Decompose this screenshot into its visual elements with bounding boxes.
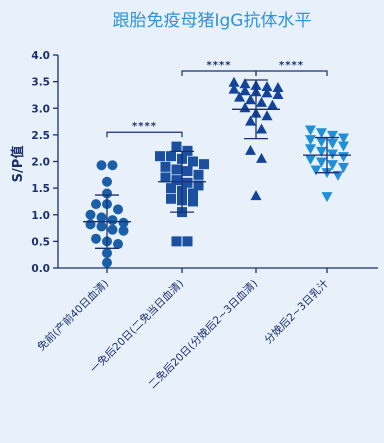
significance-bracket	[181, 70, 257, 76]
data-point	[267, 99, 278, 110]
data-point	[316, 146, 327, 157]
data-point	[338, 141, 349, 152]
data-point	[188, 196, 198, 207]
y-tick-label: 1.0	[31, 210, 50, 222]
data-point	[316, 157, 327, 168]
significance-label: ****	[132, 121, 157, 132]
data-point	[261, 87, 273, 98]
data-point	[305, 135, 316, 146]
data-point	[182, 236, 193, 247]
y-axis-label: S/P值	[10, 146, 26, 183]
data-point	[171, 175, 182, 186]
data-point	[245, 115, 256, 126]
data-point	[234, 91, 245, 102]
y-tick-label: 2.5	[31, 130, 50, 142]
x-tick-label: 免前(产前40日血清)	[35, 277, 111, 353]
data-point	[155, 151, 165, 162]
data-point	[327, 138, 338, 149]
data-point	[166, 151, 176, 162]
data-point	[321, 192, 333, 203]
data-point	[245, 144, 256, 155]
error-bars	[83, 79, 351, 249]
data-point	[310, 165, 322, 176]
data-point	[85, 209, 96, 220]
y-tick-label: 3.0	[31, 103, 50, 115]
data-point	[102, 257, 112, 268]
data-point	[193, 169, 204, 180]
significance-label: ****	[279, 60, 304, 71]
data-point	[85, 219, 96, 230]
data-point	[91, 199, 101, 210]
x-tick-labels: 免前(产前40日血清)一免后20日(二免当日血清)二免后20日(分娩后2~3日血…	[35, 277, 332, 392]
data-point	[272, 82, 284, 93]
data-point	[171, 141, 182, 152]
data-point	[261, 80, 273, 91]
data-point	[107, 215, 118, 226]
data-point	[118, 225, 129, 236]
data-point	[107, 224, 118, 235]
data-point	[256, 123, 267, 134]
data-point	[305, 144, 316, 155]
data-point	[327, 130, 338, 141]
data-point	[102, 248, 112, 259]
y-tick-label: 1.5	[31, 183, 50, 195]
data-point	[166, 193, 176, 204]
data-point	[171, 236, 182, 247]
x-tick-label: 分娩后2~3日乳汁	[262, 277, 332, 347]
data-point	[182, 177, 193, 188]
y-tick-label: 2.0	[31, 157, 50, 169]
chart-title: 跟胎免疫母猪IgG抗体水平	[113, 11, 312, 31]
data-point	[316, 128, 327, 139]
significance-label: ****	[207, 60, 232, 71]
axes	[53, 54, 378, 273]
data-point	[261, 110, 273, 121]
data-point	[113, 239, 123, 250]
significance-bracket	[255, 70, 328, 76]
data-point	[188, 188, 198, 199]
data-point	[316, 137, 327, 148]
significance-brackets: **** **** ****	[106, 60, 328, 138]
data-point	[239, 78, 251, 89]
data-point	[188, 156, 198, 167]
data-point	[327, 160, 338, 171]
data-point	[160, 172, 171, 183]
data-point	[338, 152, 349, 163]
data-point	[305, 125, 316, 136]
data-point	[239, 85, 251, 96]
y-tick-label: 0.5	[31, 236, 50, 248]
data-point	[193, 180, 204, 191]
data-point	[118, 217, 129, 228]
significance-bracket	[106, 131, 183, 138]
data-point	[199, 159, 209, 170]
data-point	[96, 212, 107, 223]
data-point	[272, 88, 284, 99]
y-tick-labels: 0.0 0.5 1.0 1.5 2.0 2.5 3.0 3.5 4.0	[31, 50, 50, 275]
data-point	[91, 233, 101, 244]
data-point	[166, 183, 176, 194]
data-point	[250, 190, 262, 201]
data-point	[256, 152, 267, 163]
data-point	[113, 204, 123, 215]
data-point	[228, 76, 240, 87]
data-points	[85, 76, 349, 268]
y-tick-label: 4.0	[31, 50, 50, 62]
data-point	[102, 176, 112, 187]
data-point	[171, 164, 182, 175]
y-tick-label: 3.5	[31, 77, 50, 89]
data-point	[245, 94, 256, 105]
data-point	[182, 166, 193, 177]
data-point	[228, 83, 240, 94]
data-point	[338, 133, 349, 144]
data-point	[102, 188, 112, 199]
data-point	[96, 221, 107, 232]
data-point	[256, 96, 267, 107]
y-tick-label: 0.0	[31, 263, 50, 275]
data-point	[338, 162, 349, 173]
data-point	[305, 154, 316, 165]
data-point	[107, 160, 118, 171]
data-point	[160, 161, 171, 172]
data-point	[96, 160, 107, 171]
